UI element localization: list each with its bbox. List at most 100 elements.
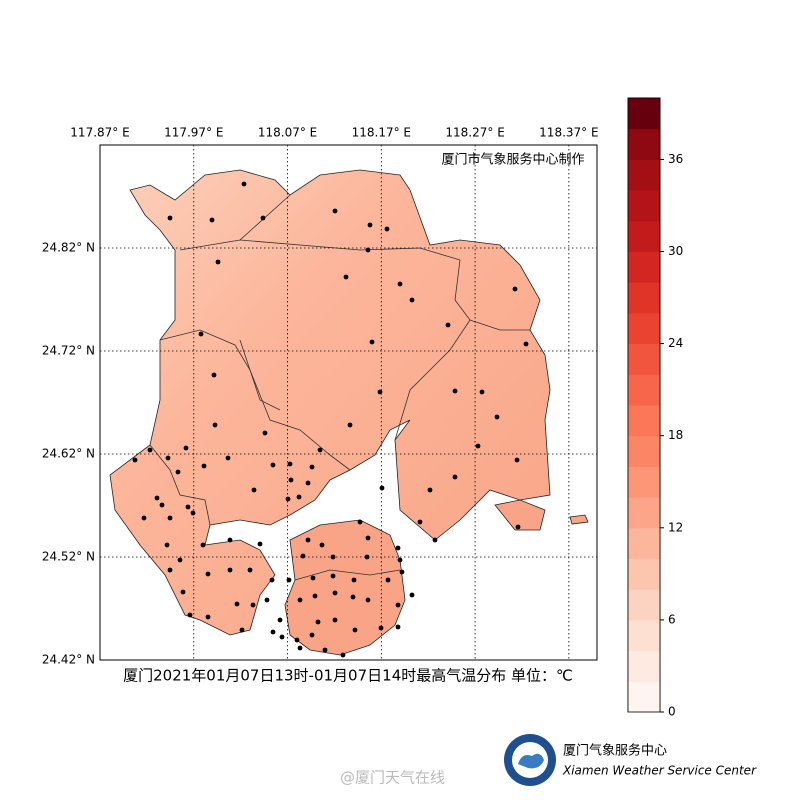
station: [141, 515, 147, 521]
colorbar-band: [628, 312, 660, 345]
island: [494, 499, 546, 531]
station: [352, 627, 358, 633]
station: [369, 339, 375, 345]
station: [365, 535, 371, 541]
station: [300, 553, 306, 559]
y-tick-label: 24.42° N: [42, 653, 95, 667]
station: [190, 510, 196, 516]
station: [205, 571, 211, 577]
station: [347, 422, 353, 428]
station: [332, 590, 338, 596]
station: [241, 181, 247, 187]
station: [512, 286, 518, 292]
colorbar-band: [628, 159, 660, 191]
station: [167, 215, 173, 221]
station: [262, 430, 268, 436]
district-border: [179, 194, 471, 441]
station: [397, 557, 403, 563]
y-tick-label: 24.82° N: [42, 241, 95, 255]
colorbar-tick-label: 30: [668, 244, 683, 258]
station: [432, 537, 438, 543]
station: [452, 388, 458, 394]
colorbar-band: [628, 619, 660, 652]
station: [312, 593, 318, 599]
xiamen-island: [284, 519, 406, 656]
colorbar-tick-label: 0: [668, 705, 676, 719]
station: [175, 469, 181, 475]
logo-cloud: [518, 753, 544, 769]
station: [395, 545, 401, 551]
colorbar-tick-label: 36: [668, 152, 683, 166]
station: [251, 487, 257, 493]
station: [317, 447, 323, 453]
station: [167, 515, 173, 521]
watermark: @厦门天气在线: [340, 769, 445, 787]
station: [297, 645, 303, 651]
station: [365, 247, 371, 253]
map: [109, 169, 589, 658]
mainland: [109, 169, 551, 636]
station: [287, 461, 293, 467]
colorbar-band: [628, 497, 660, 529]
station: [260, 215, 266, 221]
station: [385, 577, 391, 583]
colorbar-band: [628, 220, 660, 252]
station: [479, 389, 485, 395]
station: [305, 537, 311, 543]
station: [384, 226, 390, 232]
station: [215, 259, 221, 265]
station: [322, 647, 328, 653]
station: [515, 524, 521, 530]
station: [239, 627, 245, 633]
colorbar-tick-label: 12: [668, 520, 683, 534]
station: [132, 457, 138, 463]
colorbar-tick-label: 24: [668, 336, 683, 350]
station: [285, 496, 291, 502]
station: [315, 619, 321, 625]
station: [514, 457, 520, 463]
map-title: 厦门2021年01月07日13时-01月07日14时最高气温分布 单位：℃: [123, 667, 573, 685]
station: [340, 652, 346, 658]
station: [305, 480, 311, 486]
station: [277, 617, 283, 623]
station: [364, 554, 370, 560]
colorbar-band: [628, 681, 660, 713]
station: [200, 542, 206, 548]
station: [279, 634, 285, 640]
station: [409, 592, 415, 598]
station: [288, 477, 294, 483]
station: [427, 487, 433, 493]
colorbar-band: [628, 343, 660, 375]
colorbar-band: [628, 589, 660, 621]
station: [159, 502, 165, 508]
logo: [504, 734, 556, 786]
x-tick-label: 118.17° E: [352, 126, 411, 140]
station: [177, 557, 183, 563]
station: [201, 463, 207, 469]
colorbar-band: [628, 650, 660, 682]
station: [409, 297, 415, 303]
station: [187, 612, 193, 618]
station: [147, 447, 153, 453]
station: [164, 542, 170, 548]
colorbar-band: [628, 405, 660, 437]
colorbar-band: [628, 128, 660, 160]
y-tick-label: 24.52° N: [42, 550, 95, 564]
station: [378, 625, 384, 631]
district-border: [159, 329, 351, 471]
colorbar-outline: [627, 97, 661, 713]
station: [264, 597, 270, 603]
colorbar-tick-label: 6: [668, 612, 676, 626]
y-tick-label: 24.72° N: [42, 344, 95, 358]
station: [270, 462, 276, 468]
station: [357, 519, 363, 525]
x-tick-label: 118.37° E: [539, 126, 598, 140]
station: [309, 464, 315, 470]
station: [452, 474, 458, 480]
district-border: [149, 444, 211, 526]
station: [330, 573, 336, 579]
station: [350, 594, 356, 600]
station: [310, 575, 316, 581]
station: [250, 602, 256, 608]
